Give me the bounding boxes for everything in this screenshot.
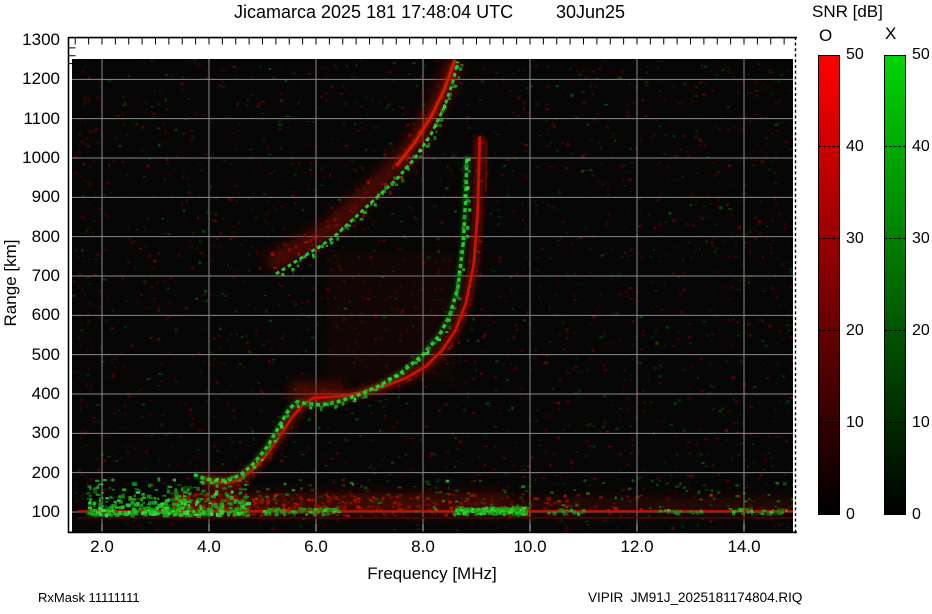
colorbar-x-tick-label-50: 50 <box>912 46 930 63</box>
colorbar-x-tick-20 <box>884 330 906 331</box>
x-axis-title: Frequency [MHz] <box>367 564 497 583</box>
y-tick-label-500: 500 <box>31 344 60 364</box>
x-tick-label-8: 8.0 <box>411 537 435 556</box>
x-tick-label-10: 10.0 <box>513 537 547 556</box>
colorbar-x-tick-30 <box>884 238 906 239</box>
x-tick-label-2: 2.0 <box>90 537 114 556</box>
colorbar-o-tick-label-10: 10 <box>846 414 864 431</box>
colorbar-o-tick-label-20: 20 <box>846 322 864 339</box>
colorbar-o-tick-label-30: 30 <box>846 230 864 247</box>
x-tick-label-6: 6.0 <box>304 537 328 556</box>
colorbar-o-tick-label-0: 0 <box>846 506 855 523</box>
colorbar-x-tick-label-0: 0 <box>912 506 921 523</box>
y-tick-label-1200: 1200 <box>22 69 60 89</box>
plot-frame <box>67 36 797 534</box>
y-tick-label-300: 300 <box>31 423 60 443</box>
plot-date: 30Jun25 <box>556 2 626 22</box>
colorbar-x-tick-40 <box>884 146 906 147</box>
y-tick-label-900: 900 <box>31 187 60 207</box>
y-tick-label-200: 200 <box>31 462 60 482</box>
y-tick-label-100: 100 <box>31 501 60 521</box>
colorbar-x-tick-label-20: 20 <box>912 322 930 339</box>
footer-rxmask: RxMask 11111111 <box>38 590 140 605</box>
x-mode-colorbar <box>884 55 906 515</box>
y-tick-label-1000: 1000 <box>22 147 60 167</box>
colorbar-o-tick-30 <box>818 238 840 239</box>
colorbar-o-tick-20 <box>818 330 840 331</box>
colorbar-x-tick-label-40: 40 <box>912 138 930 155</box>
y-tick-label-800: 800 <box>31 226 60 246</box>
y-tick-label-600: 600 <box>31 305 60 325</box>
x-tick-label-12: 12.0 <box>620 537 654 556</box>
y-tick-label-400: 400 <box>31 383 60 403</box>
footer-filename: VIPIR JM91J_2025181174804.RIQ <box>588 590 803 605</box>
y-tick-label-1100: 1100 <box>23 108 60 128</box>
colorbar-o-tick-label-50: 50 <box>846 46 864 63</box>
colorbar-x-mode-label: X <box>885 24 897 43</box>
colorbar-x-tick-10 <box>884 422 906 423</box>
colorbar-o-tick-40 <box>818 146 840 147</box>
x-tick-label-14: 14.0 <box>727 537 761 556</box>
y-tick-label-1300: 1300 <box>22 30 60 49</box>
ionogram-data-layer <box>72 59 793 533</box>
colorbar-o-tick-label-40: 40 <box>846 138 864 155</box>
colorbar-x-tick-label-30: 30 <box>912 230 930 247</box>
colorbar-title: SNR [dB] <box>812 2 883 21</box>
y-tick-label-700: 700 <box>31 265 60 285</box>
x-tick-label-4: 4.0 <box>197 537 221 556</box>
colorbar-x-tick-label-10: 10 <box>912 414 930 431</box>
colorbar-o-mode-label: O <box>819 26 833 45</box>
plot-title: Jicamarca 2025 181 17:48:04 UTC <box>234 2 514 22</box>
colorbar-o-tick-10 <box>818 422 840 423</box>
o-mode-colorbar <box>818 55 840 515</box>
